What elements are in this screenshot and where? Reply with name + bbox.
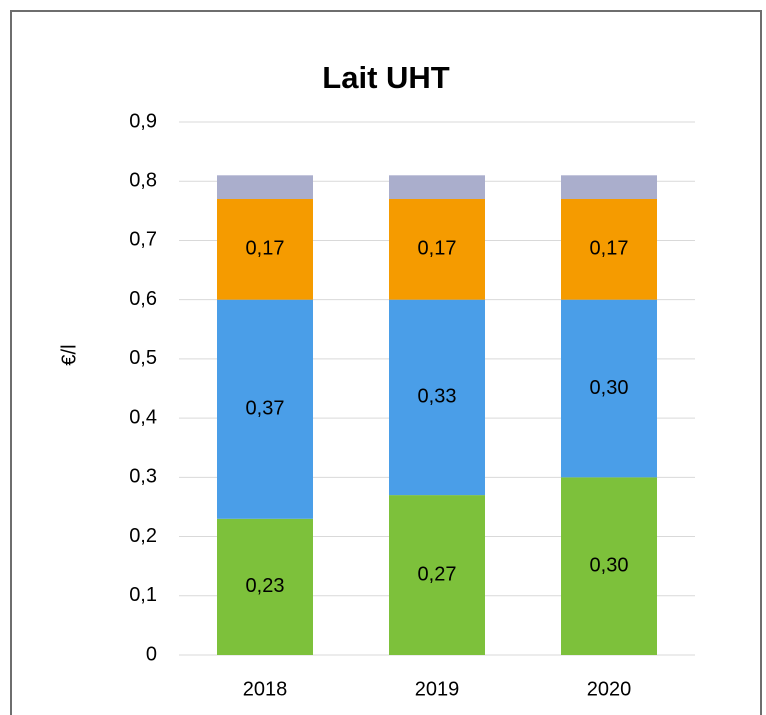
bar-segment [217, 299, 313, 519]
bar-segment [561, 299, 657, 478]
y-tick-label: 0,5 [129, 347, 157, 369]
y-tick-label: 0,2 [129, 525, 157, 547]
bar-segment [217, 175, 313, 199]
bar-segment [217, 198, 313, 300]
data-label: 0,33 [418, 386, 457, 408]
chart-title: Lait UHT [322, 60, 450, 95]
y-tick-label: 0,6 [129, 288, 157, 310]
x-tick-label: 2020 [587, 678, 632, 700]
y-tick-label: 0 [146, 643, 157, 665]
data-label: 0,17 [246, 238, 285, 260]
data-label: 0,17 [418, 238, 457, 260]
y-tick-label: 0,3 [129, 466, 157, 488]
data-label: 0,17 [590, 238, 629, 260]
data-label: 0,27 [418, 563, 457, 585]
y-tick-label: 0,7 [129, 229, 157, 251]
data-label: 0,30 [590, 377, 629, 399]
bar-segment [217, 518, 313, 655]
bar-segment [561, 198, 657, 300]
y-tick-label: 0,4 [129, 406, 157, 428]
bar-segment [389, 175, 485, 199]
data-label: 0,23 [246, 575, 285, 597]
y-tick-label: 0,9 [129, 110, 157, 132]
data-label: 0,37 [246, 398, 285, 420]
y-tick-label: 0,8 [129, 170, 157, 192]
y-axis-label: €/l [58, 344, 80, 365]
bar-segment [561, 477, 657, 655]
y-tick-label: 0,1 [129, 584, 157, 606]
data-label: 0,30 [590, 554, 629, 576]
bar-segment [389, 198, 485, 300]
bar-segment [389, 495, 485, 655]
bar-segment [389, 299, 485, 496]
x-tick-label: 2018 [243, 678, 288, 700]
x-tick-label: 2019 [415, 678, 460, 700]
bar-segment [561, 175, 657, 199]
